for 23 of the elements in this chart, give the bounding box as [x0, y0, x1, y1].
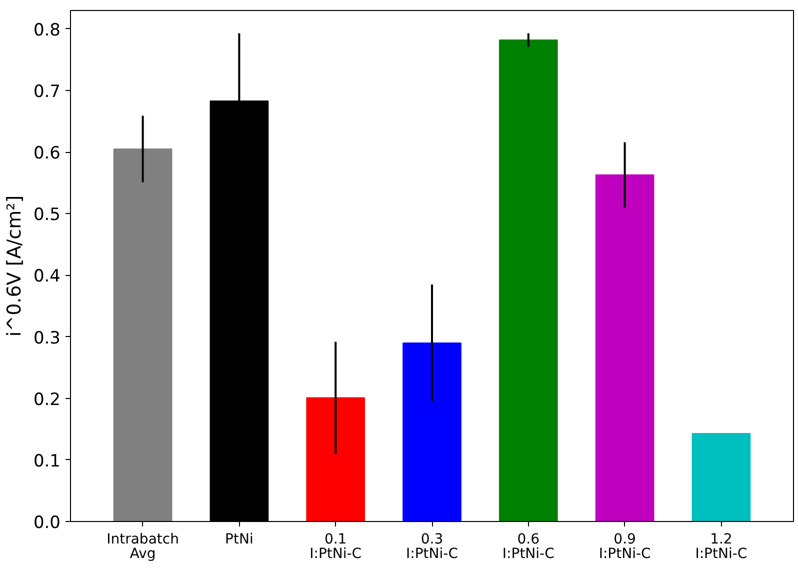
y-tick-label: 0.1 — [33, 451, 61, 472]
y-tick-label: 0.7 — [33, 82, 61, 102]
x-tick-label: Intrabatch Avg — [106, 532, 179, 562]
bar — [692, 432, 751, 522]
bar — [113, 148, 172, 522]
y-tick-label: 0.0 — [33, 513, 61, 533]
y-tick-label: 0.3 — [33, 328, 61, 348]
y-tick-label: 0.8 — [33, 20, 61, 40]
bar — [402, 342, 462, 522]
x-tick-label: 0.9 I:PtNi-C — [598, 532, 652, 562]
x-tick-label: 0.6 I:PtNi-C — [502, 532, 555, 562]
bar — [498, 40, 558, 522]
x-tick-label: 0.1 I:PtNi-C — [310, 532, 362, 562]
y-tick-label: 0.2 — [33, 390, 61, 410]
y-tick-label: 0.6 — [33, 144, 61, 164]
bar — [595, 174, 654, 522]
x-tick-label: 1.2 I:PtNi-C — [695, 532, 748, 562]
y-tick-label: 0.4 — [33, 266, 61, 287]
x-tick-label: 0.3 I:PtNi-C — [406, 532, 458, 562]
x-tick-label: PtNi — [225, 532, 254, 548]
bar — [306, 397, 366, 522]
y-axis-title: i^0.6V [A/cm²] — [3, 195, 26, 337]
y-tick-label: 0.5 — [33, 205, 61, 226]
